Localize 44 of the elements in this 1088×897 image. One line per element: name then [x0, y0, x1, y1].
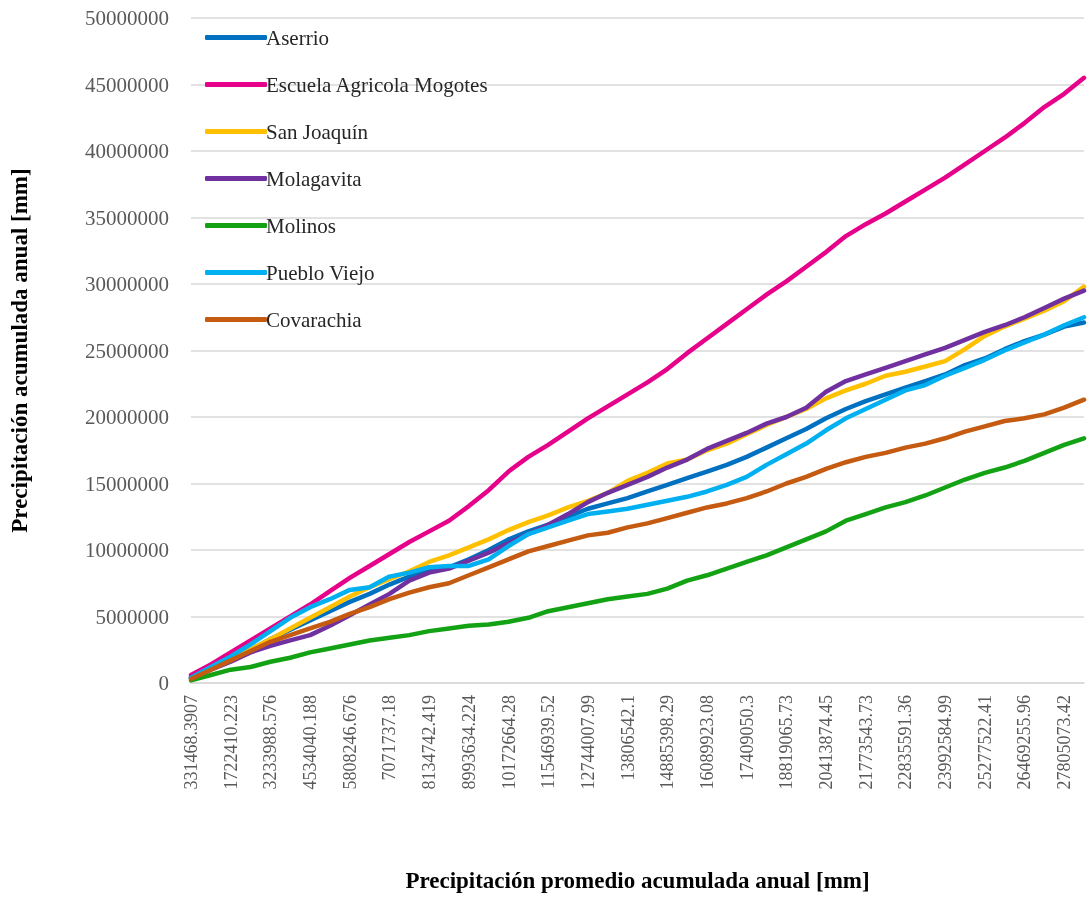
legend-label: Covarachia [266, 307, 363, 332]
y-tick-label: 10000000 [85, 538, 169, 562]
x-tick-label: 20413874.45 [816, 695, 837, 790]
x-tick-label: 8134742.419 [419, 695, 440, 790]
x-tick-label: 22835591.36 [895, 695, 916, 790]
y-tick-label: 5000000 [95, 604, 169, 629]
y-tick-label: 0 [158, 671, 169, 695]
y-tick-label: 20000000 [85, 405, 169, 429]
y-tick-label: 50000000 [85, 6, 169, 30]
y-tick-label: 35000000 [85, 205, 169, 230]
x-tick-label: 10172664.28 [498, 695, 519, 790]
x-tick-label: 3233988.576 [260, 695, 281, 790]
x-tick-label: 17409050.3 [736, 695, 757, 781]
y-tick-label: 40000000 [85, 139, 169, 163]
legend-label: Pueblo Viejo [266, 260, 375, 285]
y-tick-label: 15000000 [85, 471, 169, 496]
x-tick-label: 11546939.52 [538, 695, 559, 789]
x-tick-label: 25277522.41 [974, 695, 995, 790]
x-tick-label: 18819065.73 [776, 695, 797, 790]
x-tick-label: 331468.3907 [181, 695, 201, 790]
x-tick-label: 23992584.99 [935, 695, 956, 790]
x-tick-label: 12744007.99 [577, 695, 598, 790]
x-axis-title: Precipitación promedio acumulada anual [mm] [405, 868, 870, 893]
legend-label: Aserrio [266, 25, 329, 50]
x-tick-label: 1722410.223 [220, 695, 241, 790]
x-tick-label: 26469255.96 [1014, 695, 1035, 790]
x-tick-label: 27805073.42 [1054, 695, 1075, 790]
legend-label: San Joaquín [266, 119, 369, 144]
x-tick-label: 4534040.188 [300, 695, 321, 790]
y-axis-title: Precipitación acumulada anual [mm] [7, 168, 32, 533]
y-tick-label: 45000000 [85, 72, 169, 97]
x-tick-label: 16089923.08 [696, 695, 717, 790]
line-series [188, 75, 1087, 678]
x-tick-label: 21773543.73 [855, 695, 876, 790]
x-tick-label: 13806542.1 [617, 695, 638, 781]
x-tick-label: 5808246.676 [339, 695, 360, 790]
legend-label: Molagavita [266, 166, 363, 191]
x-tick-label: 7071737.18 [379, 695, 400, 781]
y-tick-label: 30000000 [85, 272, 169, 296]
y-tick-label: 25000000 [85, 338, 169, 363]
legend-label: Escuela Agricola Mogotes [266, 72, 488, 97]
legend-label: Molinos [266, 213, 337, 238]
x-tick-label: 8993634.224 [458, 695, 479, 790]
x-tick-label: 14885398.29 [657, 695, 678, 790]
